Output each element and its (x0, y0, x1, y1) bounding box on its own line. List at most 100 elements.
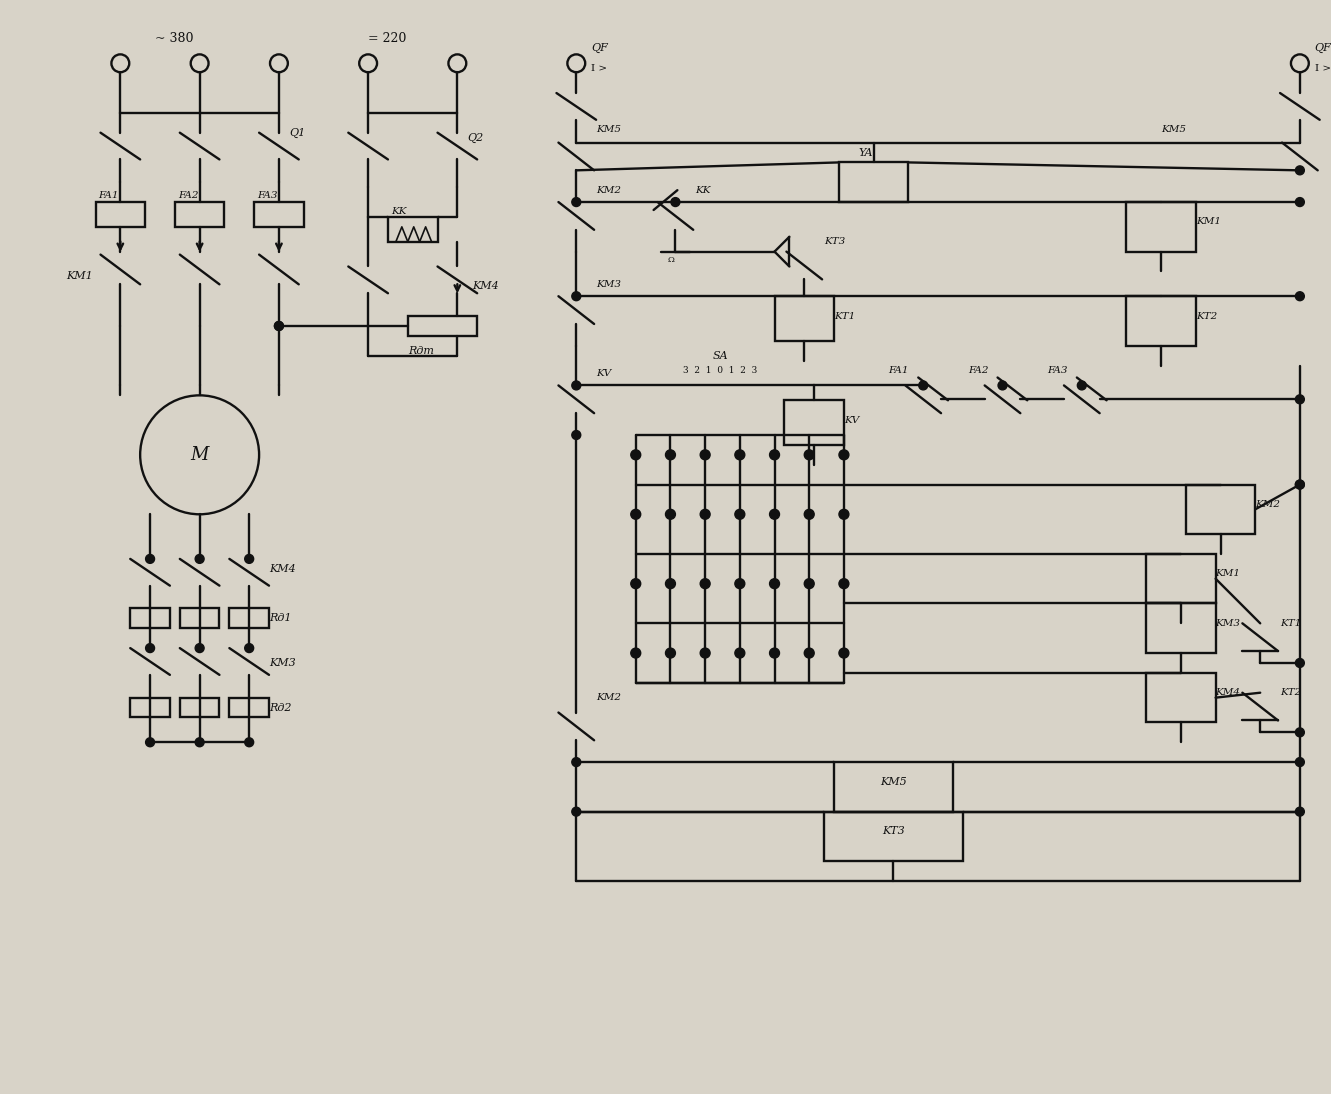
Text: KM3: KM3 (1215, 619, 1240, 628)
Circle shape (735, 510, 745, 520)
Bar (174, 202, 225, 226)
Text: KT3: KT3 (882, 826, 905, 837)
Circle shape (572, 381, 580, 389)
Circle shape (274, 322, 284, 330)
Circle shape (631, 648, 640, 657)
Bar (1126, 202, 1195, 252)
Circle shape (839, 579, 849, 589)
Circle shape (735, 450, 745, 459)
Circle shape (145, 643, 154, 652)
Circle shape (700, 510, 711, 520)
Circle shape (631, 450, 640, 459)
Text: Rд1: Rд1 (269, 614, 291, 624)
Circle shape (1295, 198, 1304, 207)
Circle shape (804, 510, 815, 520)
Circle shape (666, 648, 675, 657)
Circle shape (572, 807, 580, 816)
Bar (839, 162, 908, 202)
Circle shape (572, 758, 580, 767)
Circle shape (1295, 395, 1304, 404)
Text: FA3: FA3 (257, 190, 278, 199)
Text: KM5: KM5 (1161, 125, 1186, 135)
Text: FA2: FA2 (178, 190, 198, 199)
Circle shape (572, 292, 580, 301)
Circle shape (918, 381, 928, 389)
Circle shape (1295, 728, 1304, 737)
Bar (1186, 485, 1255, 534)
Text: Rд2: Rд2 (269, 702, 291, 712)
Circle shape (998, 381, 1008, 389)
Circle shape (839, 450, 849, 459)
Text: KM3: KM3 (269, 657, 295, 668)
Text: KV: KV (596, 369, 611, 379)
Circle shape (631, 510, 640, 520)
Circle shape (769, 579, 780, 589)
Text: Q2: Q2 (467, 132, 483, 142)
Circle shape (666, 510, 675, 520)
Circle shape (245, 643, 254, 652)
Text: KM3: KM3 (596, 280, 622, 289)
Circle shape (196, 643, 204, 652)
Circle shape (145, 737, 154, 747)
Circle shape (1295, 758, 1304, 767)
Text: Q1: Q1 (289, 128, 305, 138)
Text: FA2: FA2 (968, 366, 989, 375)
Circle shape (572, 431, 580, 440)
Text: Ω: Ω (667, 256, 673, 264)
Bar (835, 763, 953, 812)
Circle shape (769, 510, 780, 520)
Text: QF: QF (591, 44, 608, 54)
Text: YA: YA (858, 148, 873, 158)
Bar (254, 202, 303, 226)
Bar (180, 608, 220, 628)
Circle shape (666, 450, 675, 459)
Circle shape (145, 555, 154, 563)
Text: FA1: FA1 (889, 366, 909, 375)
Circle shape (769, 450, 780, 459)
Circle shape (1295, 166, 1304, 175)
Text: M: M (190, 446, 209, 464)
Bar (229, 608, 269, 628)
Text: ~ 380: ~ 380 (154, 32, 193, 45)
Text: KM5: KM5 (596, 125, 622, 135)
Circle shape (1295, 480, 1304, 489)
Bar (1146, 673, 1215, 722)
Circle shape (671, 198, 680, 207)
Text: 3  2  1  0  1  2  3: 3 2 1 0 1 2 3 (683, 366, 757, 375)
Bar (775, 296, 835, 341)
Circle shape (572, 198, 580, 207)
Bar (407, 316, 478, 336)
Bar (1126, 296, 1195, 346)
Text: I >: I > (1315, 63, 1331, 72)
Text: KT1: KT1 (835, 312, 856, 321)
Circle shape (274, 322, 284, 330)
Circle shape (245, 737, 254, 747)
Text: KK: KK (695, 186, 711, 195)
Text: KV: KV (844, 416, 860, 424)
Text: KM1: KM1 (1215, 569, 1240, 579)
Bar (784, 400, 844, 445)
Text: KK: KK (391, 208, 406, 217)
Text: SA: SA (712, 351, 728, 361)
Text: KM2: KM2 (1255, 500, 1280, 509)
Text: FA3: FA3 (1047, 366, 1067, 375)
Circle shape (804, 648, 815, 657)
Bar (130, 698, 170, 718)
Bar (96, 202, 145, 226)
Circle shape (700, 579, 711, 589)
Bar (387, 217, 438, 242)
Bar (1146, 604, 1215, 653)
Circle shape (1077, 381, 1086, 389)
Circle shape (839, 648, 849, 657)
Text: KM2: KM2 (596, 186, 622, 195)
Circle shape (196, 737, 204, 747)
Circle shape (1295, 292, 1304, 301)
Bar (1146, 554, 1215, 604)
Text: KT2: KT2 (1280, 688, 1302, 697)
Circle shape (1295, 659, 1304, 667)
Text: QF: QF (1315, 44, 1331, 54)
Circle shape (735, 648, 745, 657)
Circle shape (196, 555, 204, 563)
Circle shape (804, 579, 815, 589)
Text: KM4: KM4 (473, 281, 499, 291)
